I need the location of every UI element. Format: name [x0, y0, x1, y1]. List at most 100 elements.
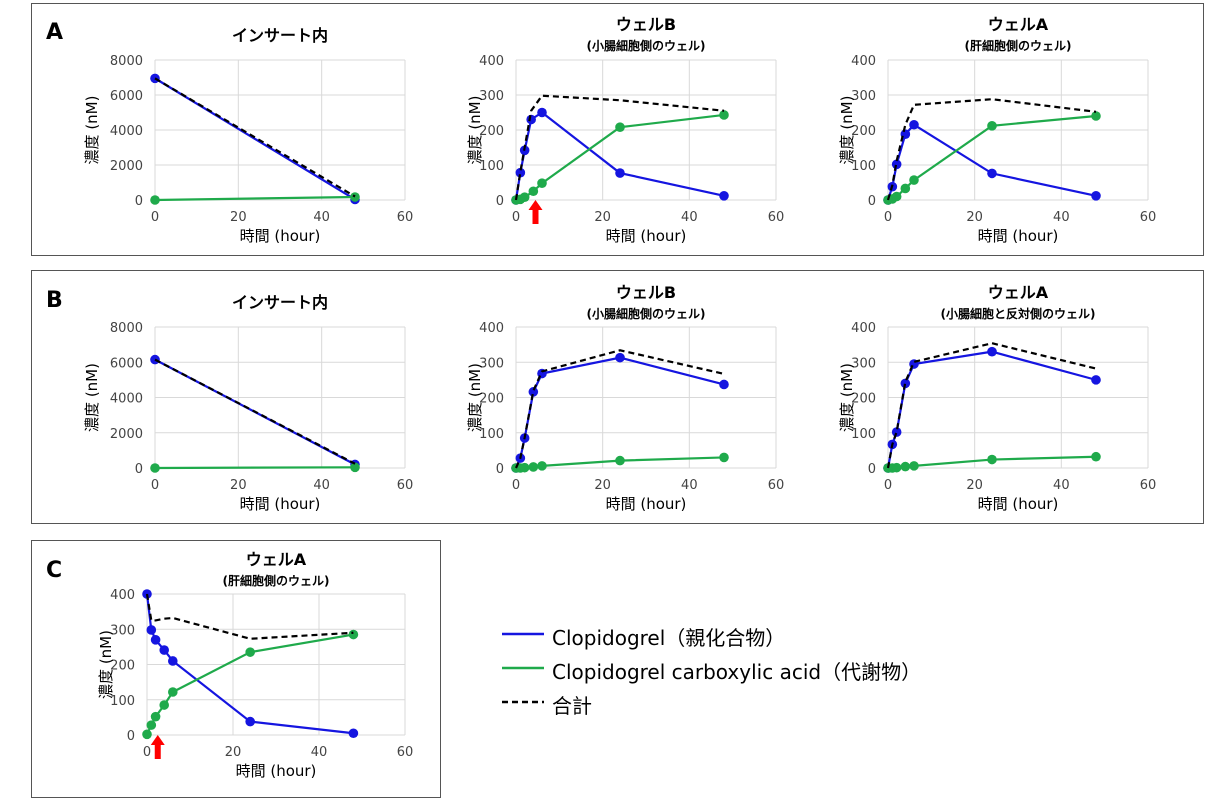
- legend-label-clopidogrel: Clopidogrel（親化合物）: [552, 626, 786, 650]
- data-point-clopidogrel: [245, 716, 255, 727]
- x-tick-label: 20: [594, 478, 611, 493]
- data-point-metabolite: [350, 192, 360, 202]
- data-point-clopidogrel: [987, 346, 997, 357]
- data-point-metabolite: [168, 687, 178, 697]
- y-tick-label: 0: [496, 194, 504, 209]
- y-tick-label: 200: [110, 659, 135, 674]
- data-point-metabolite: [537, 178, 547, 188]
- data-point-clopidogrel: [719, 379, 729, 390]
- chart-subtitle: (肝細胞側のウェル): [223, 573, 330, 588]
- data-point-clopidogrel: [987, 168, 997, 179]
- x-tick-label: 20: [230, 210, 247, 225]
- data-point-clopidogrel: [515, 167, 526, 178]
- y-axis-label: 濃度 (nM): [97, 630, 115, 699]
- data-point-clopidogrel: [891, 159, 902, 170]
- x-tick-label: 0: [151, 210, 159, 225]
- data-point-metabolite: [987, 121, 997, 131]
- y-tick-label: 200: [851, 124, 876, 139]
- data-point-metabolite: [150, 463, 160, 473]
- legend-swatch-green: [502, 666, 544, 670]
- y-tick-label: 4000: [110, 392, 143, 407]
- series-line-clopidogrel: [886, 350, 1097, 469]
- y-axis-label: 濃度 (nM): [83, 363, 101, 432]
- x-tick-label: 0: [884, 478, 892, 493]
- y-tick-label: 300: [851, 356, 876, 371]
- chart-subtitle: (小腸細胞側のウェル): [587, 38, 706, 53]
- data-point-clopidogrel: [1091, 375, 1101, 385]
- chart-title: インサート内: [232, 293, 328, 312]
- chart-title: ウェルA: [988, 283, 1049, 302]
- x-tick-label: 0: [884, 210, 892, 225]
- x-axis-label: 時間 (hour): [240, 495, 321, 513]
- series-line-metabolite: [154, 466, 356, 470]
- y-tick-label: 0: [496, 462, 504, 477]
- y-tick-label: 0: [868, 462, 876, 477]
- data-point-clopidogrel: [348, 728, 359, 739]
- y-tick-label: 2000: [110, 159, 143, 174]
- x-axis-label: 時間 (hour): [606, 495, 687, 513]
- y-tick-label: 100: [851, 427, 876, 442]
- series-line-total: [154, 77, 356, 198]
- chart-title: インサート内: [232, 26, 328, 45]
- chart-subtitle: (小腸細胞と反対側のウェル): [941, 306, 1096, 321]
- panel-letter-b: B: [46, 288, 63, 313]
- y-tick-label: 100: [479, 159, 504, 174]
- data-point-metabolite: [1091, 451, 1101, 462]
- series-line-total: [514, 94, 725, 201]
- y-tick-label: 4000: [110, 124, 143, 139]
- x-tick-label: 60: [397, 478, 414, 493]
- panel-letter-a: A: [46, 20, 64, 45]
- data-point-metabolite: [150, 195, 160, 205]
- legend-label-total: 合計: [552, 694, 592, 718]
- x-tick-label: 60: [1140, 478, 1157, 493]
- y-tick-label: 0: [135, 194, 143, 209]
- data-point-metabolite: [987, 454, 997, 465]
- y-tick-label: 100: [479, 427, 504, 442]
- data-point-metabolite: [900, 461, 911, 472]
- series-line-total: [154, 358, 356, 465]
- chart-title: ウェルB: [616, 15, 676, 34]
- y-tick-label: 6000: [110, 89, 143, 104]
- series-line-total: [145, 593, 354, 640]
- chart-subtitle: (肝細胞側のウェル): [965, 38, 1072, 53]
- y-axis-label: 濃度 (nM): [83, 96, 101, 165]
- data-point-metabolite: [348, 629, 359, 640]
- data-point-metabolite: [519, 192, 530, 202]
- data-point-metabolite: [909, 461, 919, 471]
- data-point-metabolite: [146, 720, 157, 730]
- data-point-clopidogrel: [528, 387, 539, 397]
- x-tick-label: 0: [151, 478, 159, 493]
- y-tick-label: 400: [110, 588, 135, 603]
- x-tick-label: 60: [768, 210, 785, 225]
- data-point-clopidogrel: [719, 191, 729, 201]
- data-point-metabolite: [909, 175, 919, 185]
- x-tick-label: 60: [397, 745, 414, 760]
- data-point-metabolite: [150, 711, 161, 722]
- series-line-total: [514, 349, 725, 469]
- x-tick-label: 20: [966, 478, 983, 493]
- data-point-clopidogrel: [537, 107, 547, 118]
- y-axis-label: 濃度 (nM): [838, 363, 856, 432]
- data-point-metabolite: [719, 110, 729, 120]
- y-tick-label: 0: [127, 729, 135, 744]
- data-point-clopidogrel: [146, 625, 157, 635]
- chart-title: ウェルA: [988, 15, 1049, 34]
- panel-c: [31, 540, 441, 798]
- series-line-clopidogrel: [154, 77, 356, 201]
- x-tick-label: 40: [311, 745, 328, 760]
- data-point-metabolite: [245, 647, 255, 657]
- x-tick-label: 60: [397, 210, 414, 225]
- chart-title: ウェルA: [246, 550, 307, 569]
- series-line-clopidogrel: [886, 123, 1097, 201]
- y-axis-label: 濃度 (nM): [466, 96, 484, 165]
- y-axis-label: 濃度 (nM): [838, 96, 856, 165]
- data-point-clopidogrel: [159, 645, 169, 655]
- x-tick-label: 40: [1053, 210, 1070, 225]
- series-line-total: [886, 342, 1097, 469]
- y-axis-label: 濃度 (nM): [466, 363, 484, 432]
- data-point-clopidogrel: [168, 656, 178, 666]
- x-tick-label: 20: [225, 745, 242, 760]
- red-arrow-annotation: [528, 200, 543, 224]
- y-tick-label: 300: [479, 356, 504, 371]
